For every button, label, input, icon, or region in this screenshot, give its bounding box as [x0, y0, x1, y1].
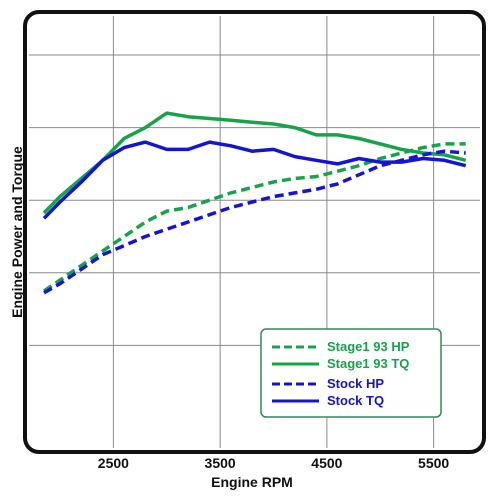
legend: Stage1 93 HP Stage1 93 TQ Stock HP Stock TQ: [260, 328, 442, 418]
x-tick-label: 2500: [98, 455, 129, 471]
y-axis-title: Engine Power and Torque: [9, 146, 25, 318]
x-axis-title: Engine RPM: [211, 474, 293, 490]
x-tick-label: 4500: [311, 455, 342, 471]
x-tick-labels: 2500 3500 4500 5500: [98, 455, 450, 471]
grid-lines: [29, 16, 480, 448]
series-line-stage1-93-tq: [42, 111, 467, 215]
legend-label-stage1-93-tq: Stage1 93 TQ: [327, 356, 409, 371]
x-tick-label: 5500: [418, 455, 449, 471]
legend-label-stage1-93-hp: Stage1 93 HP: [327, 339, 410, 354]
legend-label-stock-tq: Stock TQ: [327, 393, 384, 408]
series-line-stock-tq: [42, 140, 467, 220]
legend-label-stock-hp: Stock HP: [327, 376, 384, 391]
x-tick-label: 3500: [205, 455, 236, 471]
series-line-stock-hp: [43, 149, 466, 295]
series-lines: [42, 111, 467, 295]
series-line-stage1-93-hp: [43, 142, 466, 293]
legend-box: [260, 328, 442, 418]
